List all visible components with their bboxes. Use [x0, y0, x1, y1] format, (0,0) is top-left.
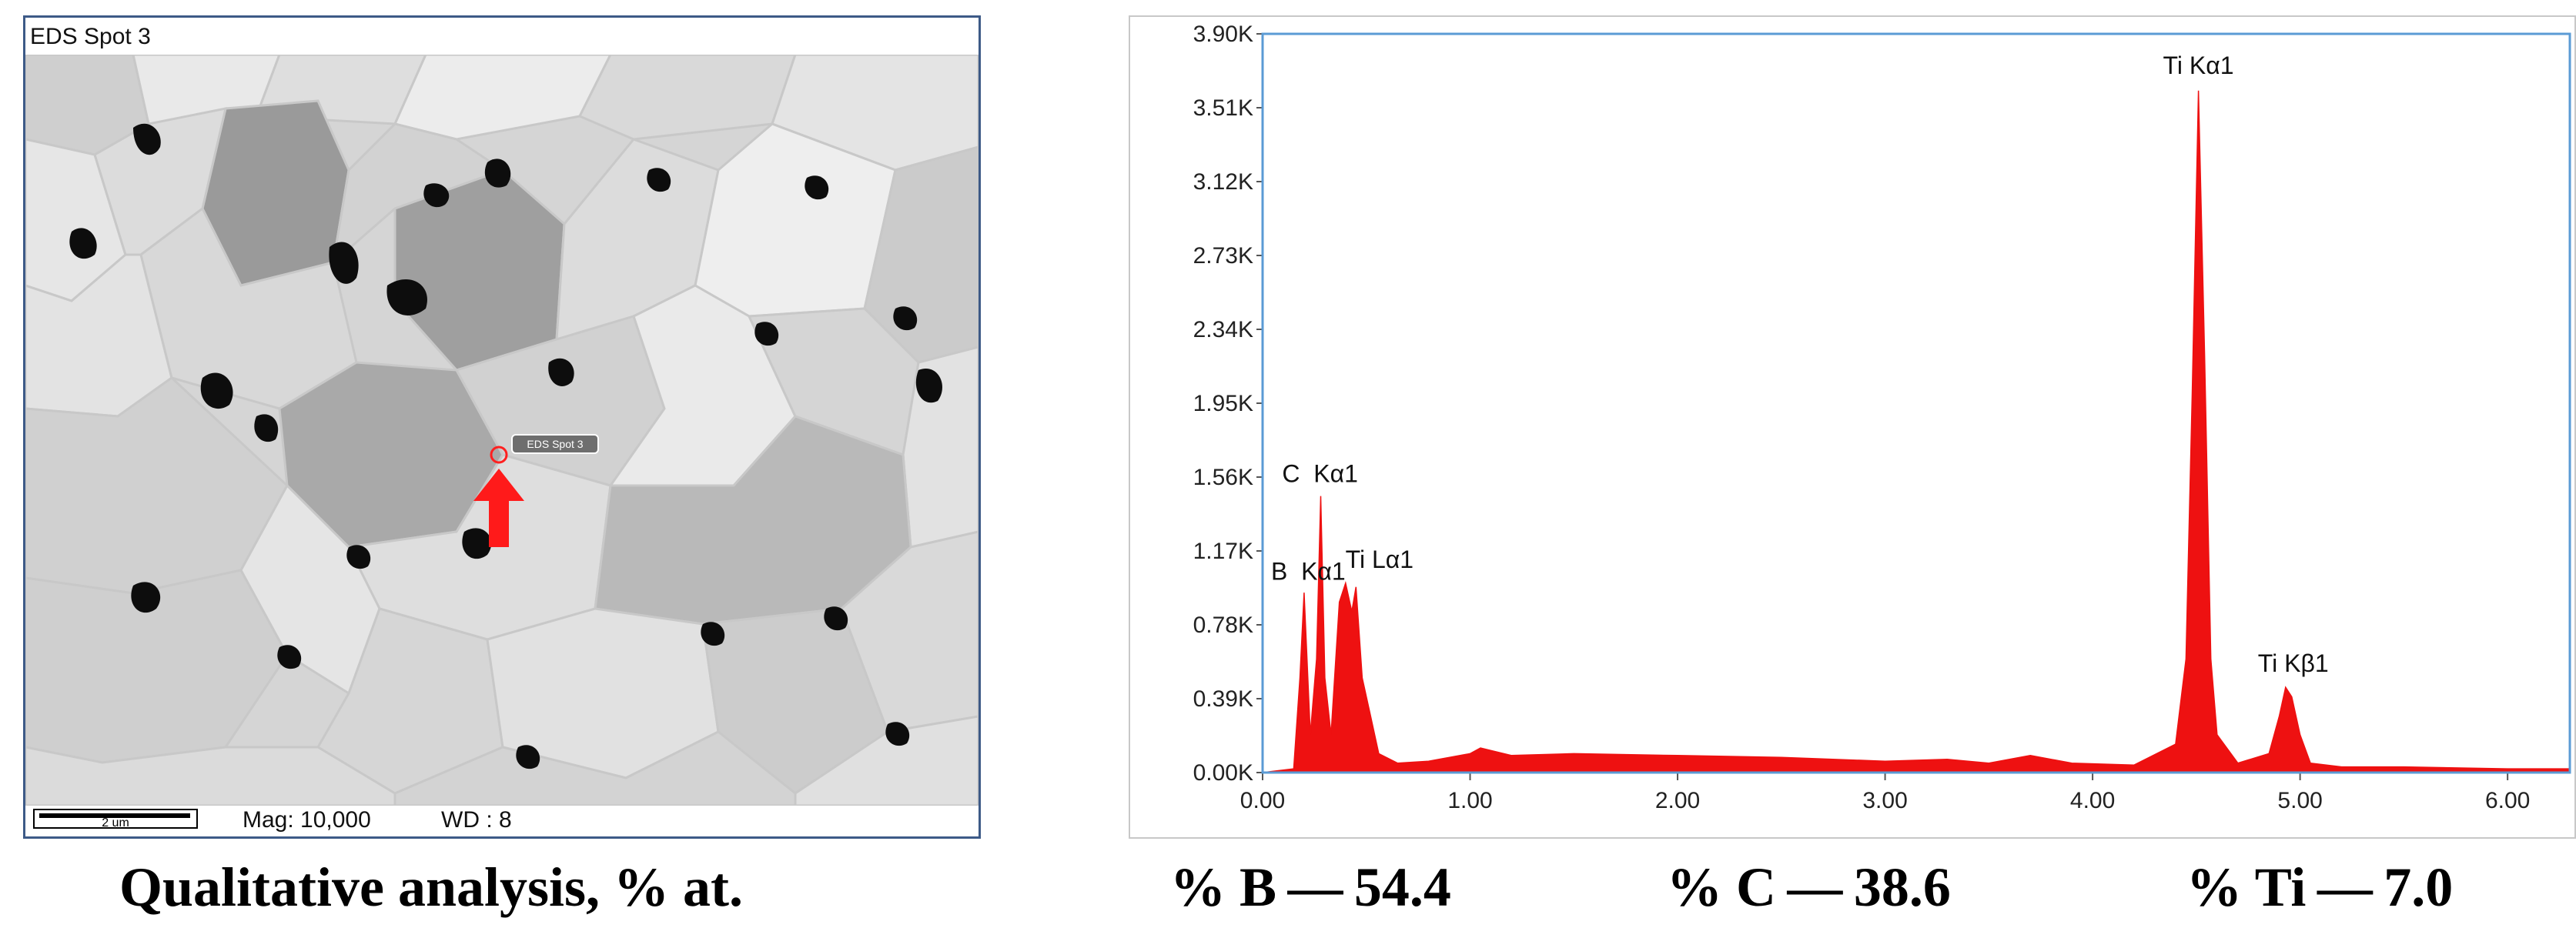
micrograph-drawing: EDS Spot 3 [25, 55, 979, 806]
y-tick-label: 1.95K [1193, 391, 1253, 416]
x-axis: 0.00 1.00 2.00 3.00 4.00 5.00 6.00 [1240, 773, 2530, 813]
y-tick-label: 2.34K [1193, 317, 1253, 342]
y-tick-label: 0.39K [1193, 686, 1253, 712]
peak-label: B Kα1 [1271, 558, 1346, 586]
peak-label: Ti Kβ1 [2258, 649, 2329, 677]
sem-footer: 2 um Mag: 10,000 WD : 8 [25, 806, 979, 836]
arrow-up-icon [473, 469, 524, 547]
spectrum-series [1262, 90, 2571, 773]
y-tick-label: 0.00K [1193, 760, 1253, 786]
working-distance-readout: WD : 8 [441, 807, 512, 833]
peak-label: Ti Kα1 [2163, 52, 2234, 79]
result-boron: % B — 54.4 [1170, 856, 1451, 918]
y-tick-label: 2.73K [1193, 243, 1253, 269]
x-tick-label: 2.00 [1655, 788, 1700, 813]
y-tick-label: 1.56K [1193, 465, 1253, 490]
result-titanium: % Ti — 7.0 [2186, 856, 2454, 918]
result-carbon: % C — 38.6 [1667, 856, 1951, 918]
sem-panel: EDS Spot 3 [23, 15, 981, 839]
y-tick-label: 3.90K [1193, 22, 1253, 47]
x-tick-label: 5.00 [2277, 788, 2322, 813]
spot-marker-label: EDS Spot 3 [527, 438, 583, 450]
plot-border [1261, 32, 2571, 774]
analysis-caption: Qualitative analysis, % at. [119, 856, 744, 918]
scale-bar: 2 um [33, 809, 198, 830]
y-tick-label: 3.12K [1193, 169, 1253, 195]
x-tick-label: 0.00 [1240, 788, 1285, 813]
magnification-readout: Mag: 10,000 [243, 807, 371, 833]
y-tick-label: 1.17K [1193, 539, 1253, 564]
spot-marker [490, 446, 508, 464]
scale-label: 2 um [102, 816, 129, 830]
sem-micrograph: EDS Spot 3 [25, 55, 979, 806]
peak-label: C Kα1 [1282, 460, 1358, 488]
peak-label: Ti Lα1 [1346, 546, 1413, 573]
x-tick-label: 6.00 [2485, 788, 2530, 813]
x-tick-label: 4.00 [2070, 788, 2115, 813]
y-axis: 0.00K 0.39K 0.78K 1.17K 1.56K 1.95K 2.34K 2.73K… [1193, 22, 1263, 786]
y-tick-label: 3.51K [1193, 95, 1253, 121]
spectrum-panel: 0.00K 0.39K 0.78K 1.17K 1.56K 1.95K 2.34K 2.73K… [1129, 15, 2576, 839]
x-tick-label: 1.00 [1447, 788, 1492, 813]
plot-frame [1261, 32, 2571, 774]
eds-spectrum-chart: 0.00K 0.39K 0.78K 1.17K 1.56K 1.95K 2.34K 2.73K… [1193, 22, 2571, 813]
x-tick-label: 3.00 [1862, 788, 1907, 813]
y-tick-label: 0.78K [1193, 613, 1253, 638]
sem-title: EDS Spot 3 [30, 24, 151, 49]
